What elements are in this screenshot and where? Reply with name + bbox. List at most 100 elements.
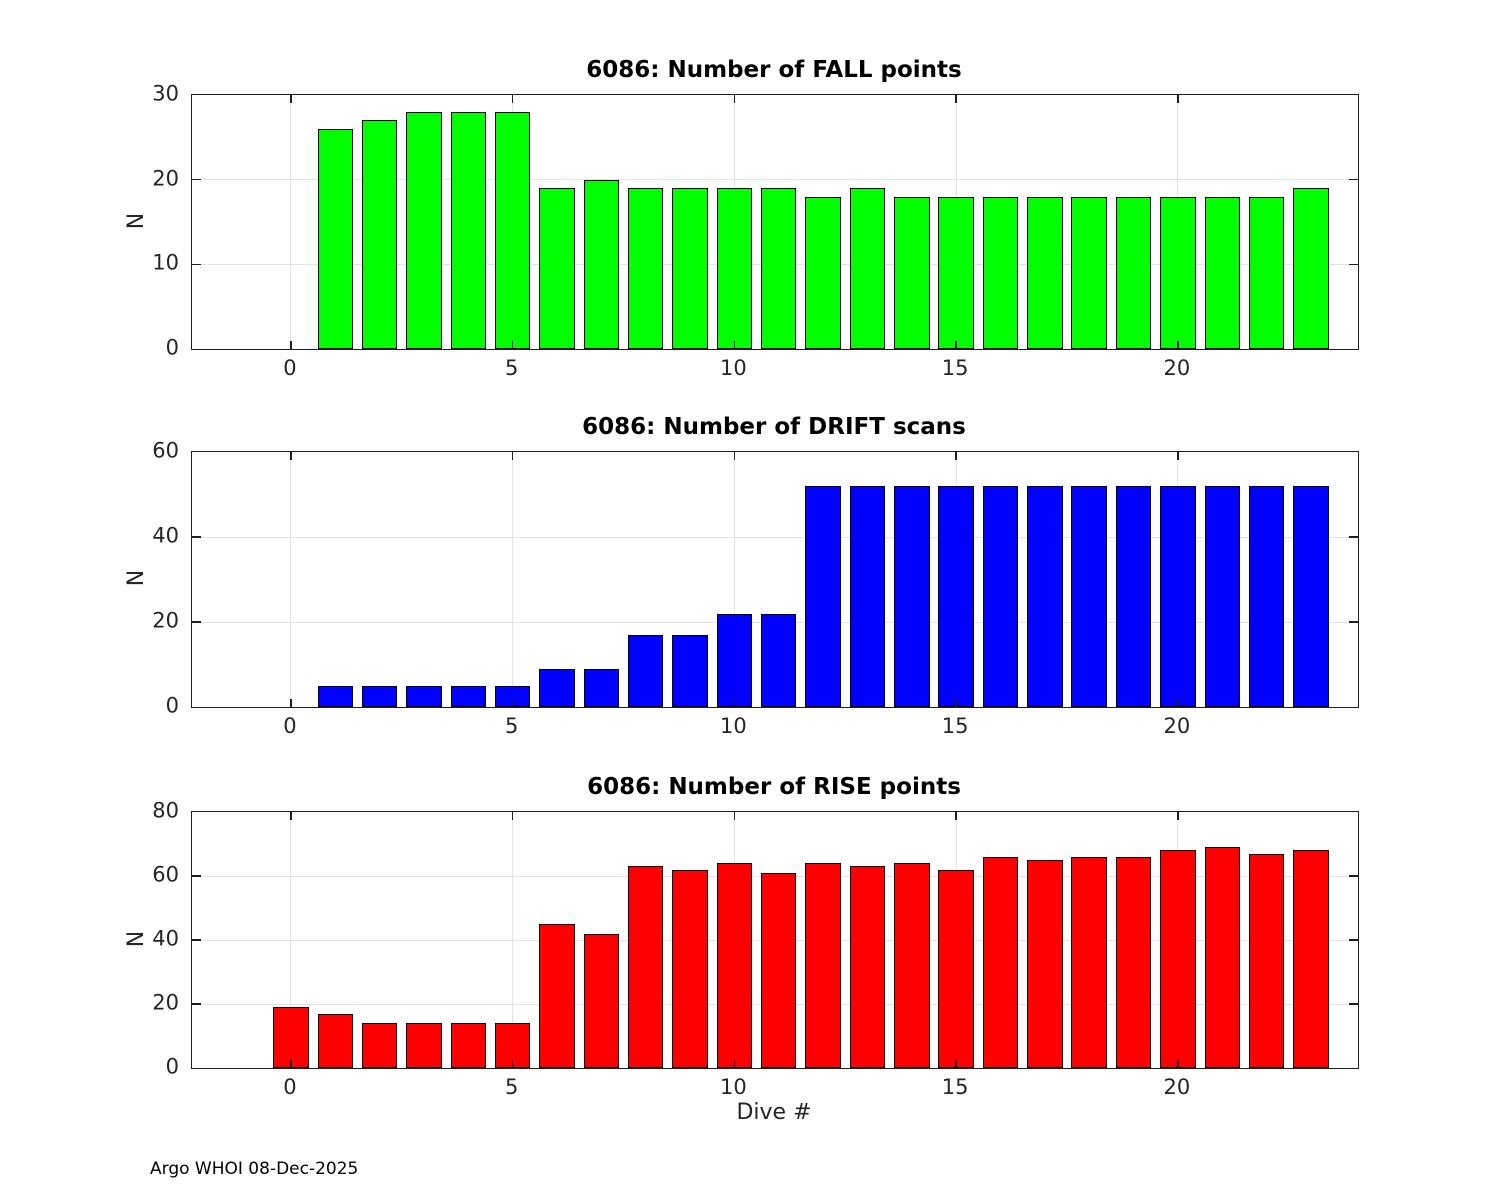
bar bbox=[361, 120, 398, 349]
bar bbox=[1160, 850, 1196, 1068]
y-tick-mark bbox=[192, 536, 201, 538]
drift-y-axis-label: N bbox=[124, 569, 149, 587]
y-tick-label: 10 bbox=[152, 250, 179, 275]
v-gridline bbox=[290, 812, 292, 1068]
x-tick-mark bbox=[1177, 1060, 1179, 1068]
bar bbox=[539, 668, 575, 707]
bar bbox=[938, 196, 974, 349]
x-tick-label: 15 bbox=[941, 1075, 969, 1099]
bar bbox=[406, 111, 442, 349]
bar bbox=[1293, 188, 1329, 349]
bar bbox=[716, 613, 753, 707]
x-tick-label: 5 bbox=[504, 714, 519, 738]
x-tick-mark bbox=[955, 812, 957, 820]
x-tick-mark bbox=[290, 1060, 292, 1068]
y-tick-label: 40 bbox=[152, 523, 179, 548]
y-tick-label: 20 bbox=[152, 990, 179, 1015]
bar bbox=[761, 188, 797, 349]
bar bbox=[849, 486, 886, 707]
bar bbox=[361, 1023, 398, 1068]
bar bbox=[805, 486, 841, 707]
bar bbox=[672, 634, 708, 707]
x-tick-mark bbox=[1177, 452, 1179, 460]
bar bbox=[494, 111, 531, 349]
fall-points-plot-area bbox=[191, 94, 1359, 350]
bar bbox=[583, 179, 620, 349]
x-tick-mark bbox=[511, 95, 514, 103]
bar bbox=[1293, 486, 1329, 707]
bar bbox=[317, 685, 353, 707]
bar bbox=[450, 111, 487, 349]
y-tick-mark bbox=[192, 178, 201, 181]
bar bbox=[982, 856, 1019, 1068]
v-gridline bbox=[290, 452, 292, 707]
bar bbox=[1027, 860, 1063, 1068]
x-tick-mark bbox=[733, 452, 736, 460]
y-tick-mark bbox=[192, 1003, 201, 1005]
x-tick-mark bbox=[290, 95, 292, 103]
x-tick-mark bbox=[511, 341, 514, 349]
x-tick-mark bbox=[511, 452, 514, 460]
bar bbox=[1115, 856, 1152, 1068]
x-tick-label: 20 bbox=[1163, 714, 1191, 738]
bar bbox=[761, 613, 797, 707]
bar bbox=[1071, 856, 1107, 1068]
v-gridline bbox=[512, 452, 514, 707]
x-tick-mark bbox=[1177, 812, 1179, 820]
fall-chart-title: 6086: Number of FALL points bbox=[586, 57, 962, 83]
bar bbox=[1027, 486, 1063, 707]
y-tick-label: 30 bbox=[152, 81, 179, 106]
h-gridline bbox=[192, 179, 1358, 181]
drift-chart-title: 6086: Number of DRIFT scans bbox=[582, 414, 966, 440]
x-tick-mark bbox=[733, 95, 736, 103]
rise-chart-title: 6086: Number of RISE points bbox=[587, 774, 961, 800]
bar bbox=[583, 933, 620, 1068]
y-tick-label: 0 bbox=[165, 1054, 179, 1079]
y-tick-mark bbox=[1349, 875, 1358, 877]
bar bbox=[1160, 196, 1196, 349]
y-tick-label: 0 bbox=[165, 693, 179, 718]
bar bbox=[894, 196, 930, 349]
x-tick-label: 0 bbox=[283, 356, 297, 380]
bar bbox=[1293, 850, 1329, 1068]
x-tick-label: 5 bbox=[504, 1075, 519, 1099]
y-tick-mark bbox=[192, 875, 201, 877]
x-tick-mark bbox=[733, 1060, 736, 1068]
x-tick-label: 15 bbox=[941, 714, 969, 738]
bar bbox=[627, 188, 664, 349]
x-tick-mark bbox=[290, 699, 292, 707]
x-tick-mark bbox=[955, 1060, 957, 1068]
x-tick-mark bbox=[955, 452, 957, 460]
x-tick-mark bbox=[511, 699, 514, 707]
x-tick-mark bbox=[733, 341, 736, 349]
bar bbox=[627, 866, 664, 1068]
v-gridline bbox=[512, 812, 514, 1068]
y-tick-mark bbox=[1349, 939, 1358, 941]
bar bbox=[1027, 196, 1063, 349]
bar bbox=[1248, 853, 1285, 1068]
y-tick-label: 20 bbox=[152, 166, 179, 191]
drift-scans-plot-area bbox=[191, 451, 1359, 708]
bar bbox=[716, 863, 753, 1068]
bar bbox=[1204, 486, 1240, 707]
y-tick-label: 20 bbox=[152, 608, 179, 633]
x-tick-mark bbox=[733, 812, 736, 820]
y-tick-label: 60 bbox=[152, 862, 179, 887]
bar bbox=[1204, 847, 1240, 1068]
bar bbox=[849, 866, 886, 1068]
y-tick-mark bbox=[192, 263, 201, 266]
y-tick-mark bbox=[192, 621, 201, 623]
bar bbox=[1115, 196, 1152, 349]
bar bbox=[982, 196, 1019, 349]
bar bbox=[938, 486, 974, 707]
rise-points-plot-area bbox=[191, 811, 1359, 1069]
bar bbox=[273, 1007, 309, 1068]
bar bbox=[1115, 486, 1152, 707]
x-tick-label: 0 bbox=[283, 1075, 297, 1099]
y-tick-mark bbox=[192, 939, 201, 941]
bar bbox=[317, 128, 353, 349]
v-gridline bbox=[290, 95, 292, 349]
bar bbox=[1160, 486, 1196, 707]
x-tick-mark bbox=[511, 812, 514, 820]
